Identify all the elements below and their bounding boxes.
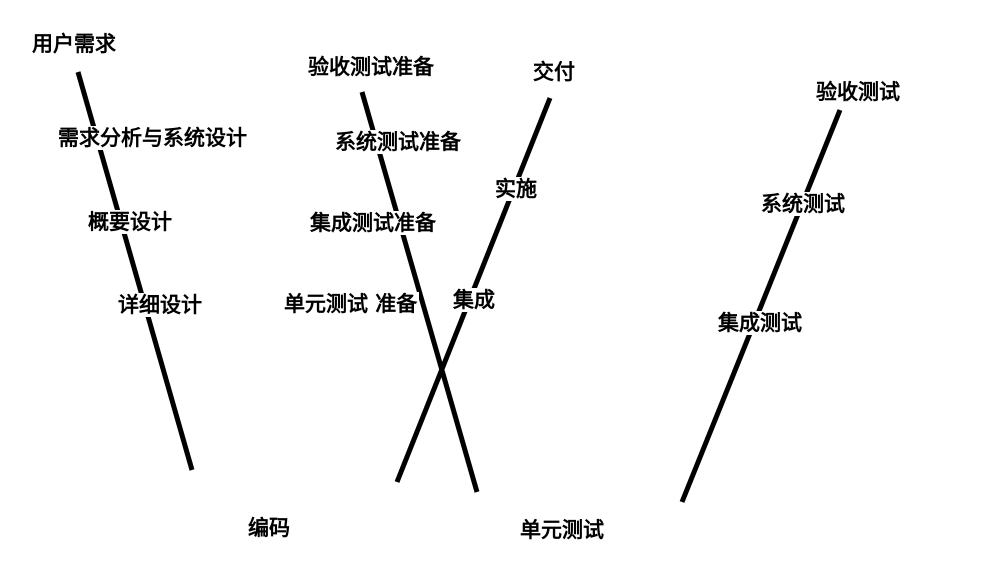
unit-test-label: 单元测试 xyxy=(518,518,606,542)
test-prep-to-unit-test-line xyxy=(359,91,480,493)
implementation-label: 实施 xyxy=(493,177,539,201)
integration-label: 集成 xyxy=(451,288,497,312)
unit-test-to-acceptance-line xyxy=(679,109,843,503)
coding-label: 编码 xyxy=(246,516,292,540)
user-requirements-label: 用户需求 xyxy=(30,32,118,56)
system-test-prep-label: 系统测试准备 xyxy=(333,130,463,154)
integration-test-prep-label: 集成测试准备 xyxy=(308,211,438,235)
detailed-design-label: 详细设计 xyxy=(116,293,204,317)
requirements-analysis-label: 需求分析与系统设计 xyxy=(56,126,249,150)
integration-test-label: 集成测试 xyxy=(716,311,804,335)
acceptance-test-prep-label: 验收测试准备 xyxy=(306,55,436,79)
delivery-label: 交付 xyxy=(531,60,577,84)
system-test-label: 系统测试 xyxy=(759,192,847,216)
unit-test-prep-label: 单元测试 准备 xyxy=(282,292,420,316)
acceptance-test-label: 验收测试 xyxy=(814,80,902,104)
high-level-design-label: 概要设计 xyxy=(86,210,174,234)
